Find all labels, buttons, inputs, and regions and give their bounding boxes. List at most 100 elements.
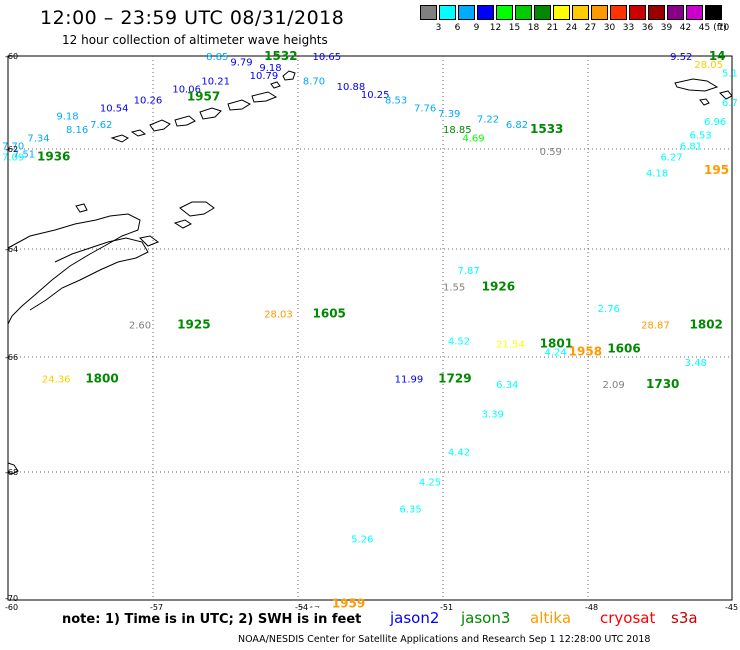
observation-time: 1729 <box>438 371 471 385</box>
wave-height-value: 10.79 <box>250 71 279 82</box>
wave-height-value: 5.1 <box>722 68 738 79</box>
legend-swatch <box>477 5 494 20</box>
satellite-altika: altika <box>530 609 572 627</box>
legend-value: 12 <box>489 23 502 33</box>
wave-height-value: 4.24 <box>545 347 567 358</box>
observation-time: 1800 <box>85 371 118 385</box>
wave-height-value: 1.55 <box>443 282 465 293</box>
wave-height-value: 18.85 <box>443 125 472 136</box>
legend-value: 42 <box>679 23 692 33</box>
lat-label: -68 <box>5 468 19 477</box>
wave-height-value: 8.85 <box>206 52 228 63</box>
wave-height-value: 2.09 <box>603 380 625 391</box>
lon-label: -57 <box>150 603 164 612</box>
lon-label: -51 <box>440 603 454 612</box>
wave-height-value: 6.82 <box>506 120 528 131</box>
wave-height-value: 8.70 <box>303 76 325 87</box>
legend-swatch <box>534 5 551 20</box>
wave-height-value: 9.18 <box>56 112 78 123</box>
legend-value: 30 <box>603 23 616 33</box>
wave-height-value: 6.81 <box>680 141 702 152</box>
wave-height-value: 28.03 <box>264 309 293 320</box>
observation-time: 1532 <box>264 49 297 63</box>
satellite-s3a: s3a <box>671 609 698 627</box>
wave-height-value: 6.34 <box>496 380 518 391</box>
observation-time: 1957 <box>187 90 220 104</box>
legend-swatch <box>648 5 665 20</box>
observation-time: 14 <box>709 49 726 63</box>
legend-value: 9 <box>473 23 480 33</box>
observation-time: 1959 <box>332 596 365 608</box>
observation-time: 1605 <box>313 306 346 320</box>
wave-height-value: 28.87 <box>641 320 670 331</box>
observation-time: 1936 <box>37 149 70 163</box>
footer-note: note: 1) Time is in UTC; 2) SWH is in fe… <box>62 612 362 627</box>
wave-height-value: 9.18 <box>259 63 281 74</box>
wave-height-value: 4.69 <box>462 133 484 144</box>
wave-height-value: 2.47 <box>298 605 320 608</box>
map-subtitle: 12 hour collection of altimeter wave hei… <box>62 33 328 47</box>
legend-unit: (ft) <box>713 23 727 33</box>
wave-height-value: 6.35 <box>400 505 422 516</box>
wave-height-value: 7.87 <box>458 266 480 277</box>
legend-swatch <box>515 5 532 20</box>
wave-height-value: 11.99 <box>395 374 424 385</box>
legend-value: 21 <box>546 23 559 33</box>
wave-height-value: 9.79 <box>230 57 252 68</box>
satellite-jason2: jason2 <box>390 609 440 627</box>
lon-label: -60 <box>5 603 19 612</box>
wave-height-value: 7.22 <box>477 114 499 125</box>
wave-height-value: 10.25 <box>361 90 390 101</box>
wave-height-value: 7.51 <box>13 150 35 161</box>
legend-value: 3 <box>435 23 442 33</box>
observation-time: 1730 <box>646 377 679 391</box>
legend-swatch <box>553 5 570 20</box>
legend-swatch <box>610 5 627 20</box>
wave-height-value: 8.53 <box>385 95 407 106</box>
wave-height-value: 5.26 <box>351 534 373 545</box>
map-title: 12:00 – 23:59 UTC 08/31/2018 <box>40 7 345 29</box>
wave-height-value: 21.54 <box>496 339 525 350</box>
wave-height-value: 4.52 <box>448 337 470 348</box>
legend-value: 36 <box>641 23 654 33</box>
lat-label: -70 <box>5 594 19 603</box>
wave-height-value: 28.05 <box>694 60 723 71</box>
wave-height-value: 10.26 <box>134 95 163 106</box>
wave-height-value: 10.65 <box>313 52 342 63</box>
wave-height-value: 7.39 <box>438 109 460 120</box>
wave-height-value: 7.09 <box>2 152 24 163</box>
wave-height-value: 6.27 <box>661 152 683 163</box>
wave-height-value: 24.36 <box>42 374 71 385</box>
legend-swatch <box>686 5 703 20</box>
wave-height-value: 7.76 <box>414 103 436 114</box>
observation-time: 1958 <box>569 344 602 358</box>
color-legend: 3 6 9 12 15 18 21 24 27 30 33 36 39 42 45 70 (ft) <box>420 5 730 39</box>
credit-line: NOAA/NESDIS Center for Satellite Applica… <box>238 634 651 645</box>
graticule <box>8 56 732 600</box>
legend-value: 27 <box>584 23 597 33</box>
wave-height-value: 2.76 <box>598 304 620 315</box>
legend-swatch <box>667 5 684 20</box>
map-frame <box>7 55 733 601</box>
wave-height-value: 7.62 <box>90 120 112 131</box>
legend-swatch <box>591 5 608 20</box>
wave-height-value: 7.34 <box>27 133 49 144</box>
observation-time: 1802 <box>690 317 723 331</box>
wave-height-value: 10.54 <box>100 103 129 114</box>
legend-value: 6 <box>454 23 461 33</box>
legend-value: 24 <box>565 23 578 33</box>
wave-height-value: 10.88 <box>337 82 366 93</box>
legend-value: 15 <box>508 23 521 33</box>
legend-swatch <box>705 5 722 20</box>
wave-height-value: 2.60 <box>129 320 151 331</box>
wave-height-value: 4.25 <box>419 477 441 488</box>
lat-label: -66 <box>5 353 19 362</box>
legend-value: 18 <box>527 23 540 33</box>
observation-time: 1801 <box>540 336 573 350</box>
wave-height-value: 6.7 <box>722 98 738 109</box>
satellite-cryosat: cryosat <box>600 609 656 627</box>
observation-time: 195 <box>704 163 729 177</box>
wave-height-value: 3.39 <box>482 410 504 421</box>
legend-value: 33 <box>622 23 635 33</box>
